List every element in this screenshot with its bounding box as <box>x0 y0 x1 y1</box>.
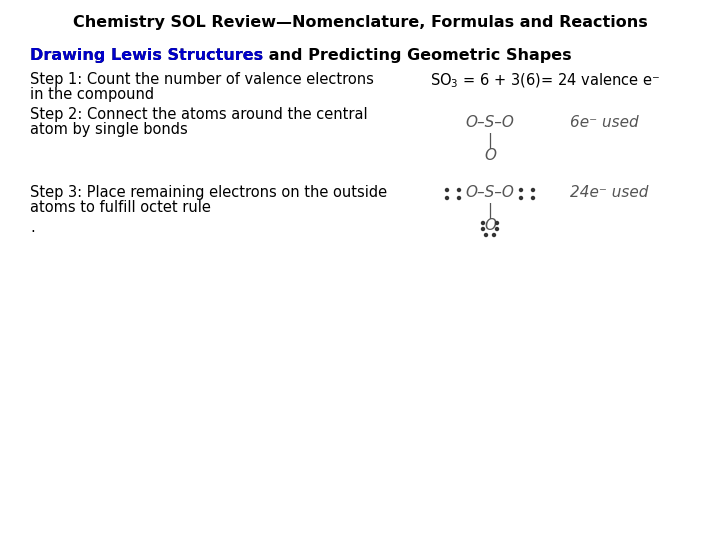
Circle shape <box>457 197 461 199</box>
Text: Step 3: Place remaining electrons on the outside: Step 3: Place remaining electrons on the… <box>30 185 387 200</box>
Text: SO$_3$ = 6 + 3(6)= 24 valence e⁻: SO$_3$ = 6 + 3(6)= 24 valence e⁻ <box>430 72 660 90</box>
Circle shape <box>531 197 534 199</box>
Text: O: O <box>484 218 496 233</box>
Text: atom by single bonds: atom by single bonds <box>30 122 188 137</box>
Circle shape <box>520 197 523 199</box>
Circle shape <box>495 221 498 225</box>
Circle shape <box>446 188 449 192</box>
Text: Step 1: Count the number of valence electrons: Step 1: Count the number of valence elec… <box>30 72 374 87</box>
Text: Drawing Lewis Structures: Drawing Lewis Structures <box>30 48 263 63</box>
Text: atoms to fulfill octet rule: atoms to fulfill octet rule <box>30 200 211 215</box>
Circle shape <box>520 188 523 192</box>
Circle shape <box>482 221 485 225</box>
Text: O–S–O: O–S–O <box>466 115 514 130</box>
Circle shape <box>485 233 487 237</box>
Text: Step 2: Connect the atoms around the central: Step 2: Connect the atoms around the cen… <box>30 107 368 122</box>
Circle shape <box>457 188 461 192</box>
Text: Drawing Lewis Structures and Predicting Geometric Shapes: Drawing Lewis Structures and Predicting … <box>30 48 572 63</box>
Text: Chemistry SOL Review—Nomenclature, Formulas and Reactions: Chemistry SOL Review—Nomenclature, Formu… <box>73 15 647 30</box>
Circle shape <box>446 197 449 199</box>
Circle shape <box>482 227 485 231</box>
Text: in the compound: in the compound <box>30 87 154 102</box>
Text: O–S–O: O–S–O <box>466 185 514 200</box>
Text: |: | <box>487 203 492 219</box>
Text: O: O <box>484 148 496 163</box>
Circle shape <box>495 227 498 231</box>
Text: .: . <box>30 220 35 235</box>
Circle shape <box>531 188 534 192</box>
Circle shape <box>492 233 495 237</box>
Text: |: | <box>487 133 492 149</box>
Text: 24e⁻ used: 24e⁻ used <box>570 185 649 200</box>
Text: 6e⁻ used: 6e⁻ used <box>570 115 639 130</box>
